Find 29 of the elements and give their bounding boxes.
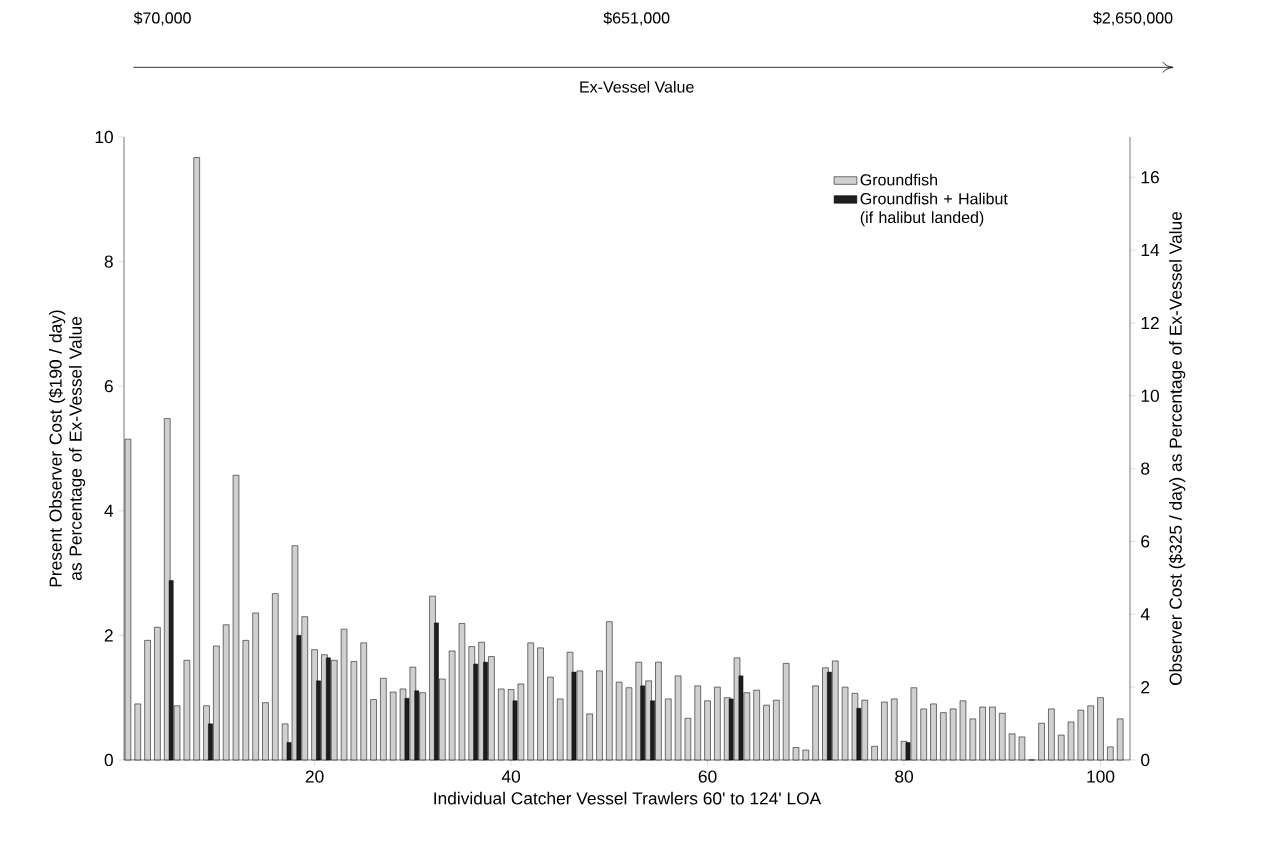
- y2-tick-label: 14: [1141, 244, 1160, 257]
- text: Ex-Vessel Value: [580, 80, 694, 93]
- y2-tick-label: 0: [1141, 753, 1150, 767]
- y-axis-title: Present Observer Cost ($190 / day) as Percentage of Ex-Vessel Value: [48, 310, 86, 587]
- legend-label: Groundfish + Halibut (if halibut landed): [860, 192, 1008, 227]
- y2-tick-label: 12: [1141, 316, 1159, 329]
- legend-label: Groundfish: [860, 173, 938, 186]
- y-tick-label: 2: [104, 629, 113, 642]
- y2-tick-label: 2: [1141, 681, 1150, 694]
- y2-tick-label: 16: [1141, 171, 1159, 184]
- x-tick-label: 20: [305, 770, 324, 783]
- y2-tick-label: 10: [1141, 389, 1160, 402]
- y2-tick-label: 4: [1140, 608, 1150, 621]
- y-tick-label: 4: [104, 504, 114, 517]
- y2-tick-label: 6: [1141, 535, 1150, 548]
- x-tick-label: 100: [1087, 770, 1115, 783]
- x-axis-title: Individual Catcher Vessel Trawlers 60' to 124' LOA: [434, 791, 822, 805]
- text: $2,650,000: [1093, 11, 1173, 26]
- x-tick-label: 60: [698, 770, 717, 783]
- y2-axis-title: Observer Cost ($325 / day) as Percentage of Ex-Vessel Value: [1168, 211, 1186, 685]
- y-tick-label: 6: [104, 380, 113, 393]
- x-tick-label: 80: [895, 770, 914, 783]
- x-tick-label: 40: [501, 770, 521, 783]
- y-tick-label: 8: [104, 255, 113, 268]
- text: $70,000: [133, 11, 191, 26]
- y-tick-label: 0: [104, 753, 113, 767]
- y2-tick-label: 8: [1141, 462, 1150, 475]
- text: $651,000: [603, 11, 670, 26]
- y-tick-label: 10: [95, 130, 113, 144]
